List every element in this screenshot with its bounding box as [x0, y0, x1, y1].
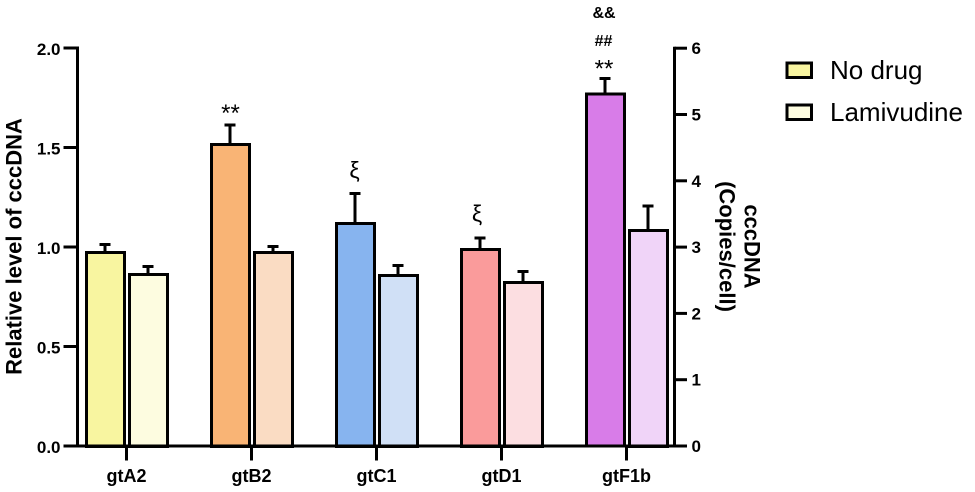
svg-text:gtC1: gtC1 — [357, 466, 397, 486]
svg-text:ξ: ξ — [349, 157, 359, 183]
svg-text:1.5: 1.5 — [37, 140, 61, 159]
svg-text:gtB2: gtB2 — [232, 466, 272, 486]
svg-text:0: 0 — [692, 437, 701, 456]
svg-text:5: 5 — [692, 106, 701, 125]
svg-text:2.0: 2.0 — [37, 40, 61, 59]
svg-text:gtF1b: gtF1b — [602, 466, 651, 486]
svg-text:Lamivudine: Lamivudine — [830, 97, 963, 127]
svg-text:Relative level of cccDNA: Relative level of cccDNA — [2, 118, 27, 375]
svg-text:4: 4 — [692, 172, 702, 191]
svg-text:##: ## — [595, 33, 613, 50]
svg-text:1.0: 1.0 — [37, 239, 61, 258]
svg-text:gtD1: gtD1 — [482, 466, 522, 486]
svg-text:3: 3 — [692, 238, 701, 257]
svg-text:gtA2: gtA2 — [107, 466, 147, 486]
svg-text:**: ** — [595, 56, 614, 83]
svg-text:**: ** — [221, 100, 240, 127]
svg-text:0.5: 0.5 — [37, 339, 61, 358]
svg-text:2: 2 — [692, 304, 701, 323]
svg-text:0.0: 0.0 — [37, 438, 61, 457]
svg-text:ξ: ξ — [472, 201, 482, 227]
svg-text:No drug: No drug — [830, 55, 923, 85]
svg-text:&&: && — [592, 5, 616, 22]
svg-text:1: 1 — [692, 371, 701, 390]
svg-text:6: 6 — [692, 39, 701, 58]
